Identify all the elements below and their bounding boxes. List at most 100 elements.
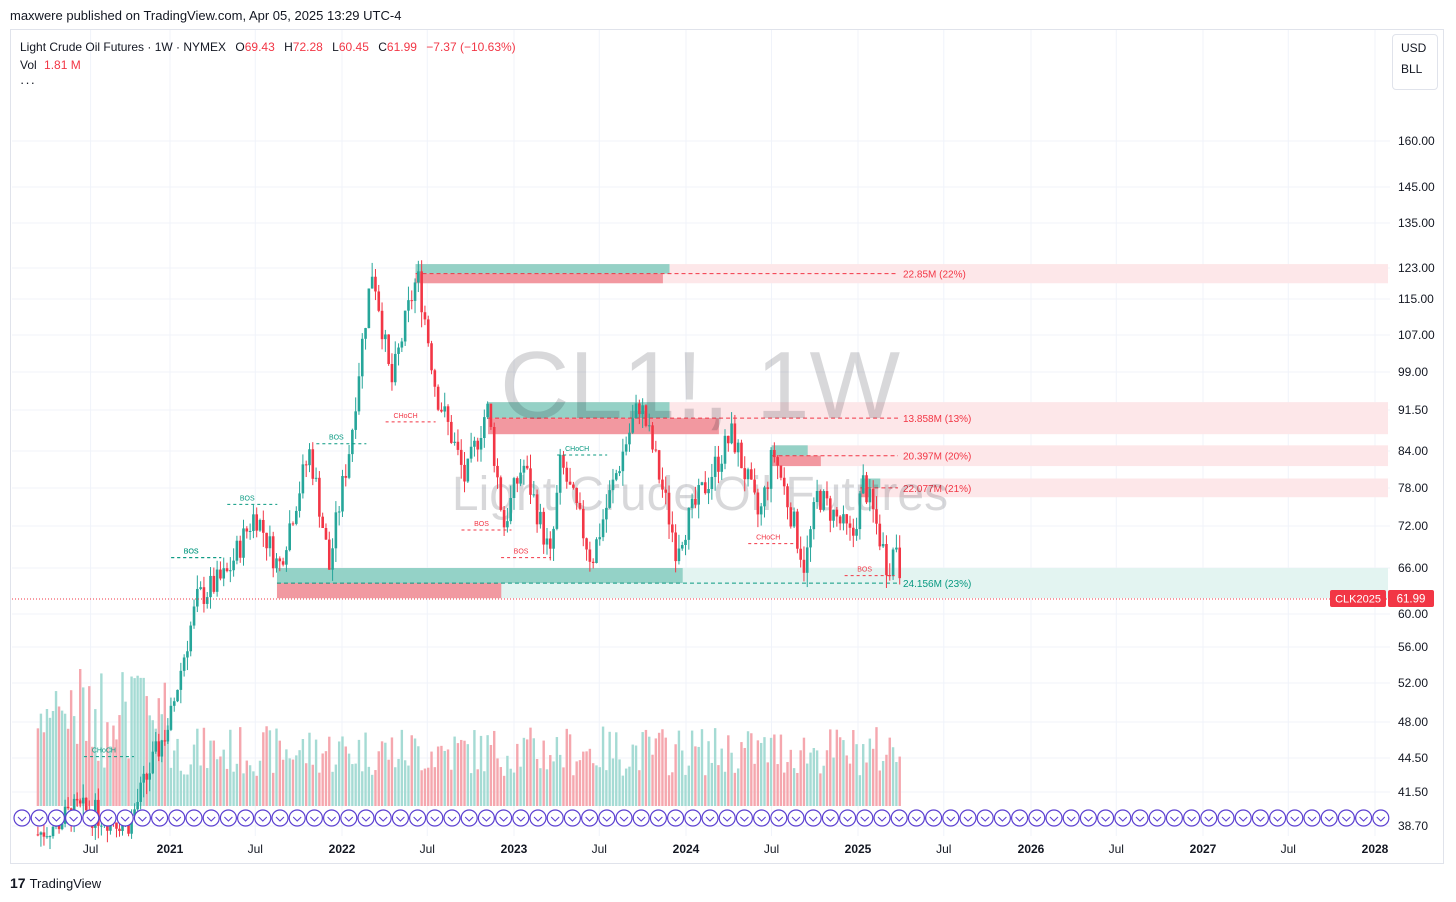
rollover-icon[interactable] bbox=[13, 809, 31, 827]
rollover-icon[interactable] bbox=[546, 809, 564, 827]
rollover-icon[interactable] bbox=[219, 809, 237, 827]
rollover-icon[interactable] bbox=[770, 809, 788, 827]
rollover-icon[interactable] bbox=[99, 809, 117, 827]
legend-vol-label[interactable]: Vol bbox=[20, 58, 37, 72]
rollover-icon[interactable] bbox=[1062, 809, 1080, 827]
rollover-icon[interactable] bbox=[580, 809, 599, 827]
rollover-icon[interactable] bbox=[1131, 809, 1149, 827]
footer-brand[interactable]: TradingView bbox=[29, 875, 102, 891]
rollover-icon[interactable] bbox=[1286, 809, 1304, 827]
rollover-icon[interactable] bbox=[890, 809, 908, 827]
rollover-icon[interactable] bbox=[254, 809, 272, 827]
rollover-icon[interactable] bbox=[1096, 809, 1115, 827]
volume-bar bbox=[717, 765, 720, 806]
rollover-icon[interactable] bbox=[1010, 809, 1029, 827]
candle-body bbox=[453, 441, 456, 443]
candles bbox=[36, 260, 902, 850]
rollover-icon[interactable] bbox=[30, 809, 48, 827]
rollover-icon[interactable] bbox=[82, 809, 100, 827]
rollover-icon[interactable] bbox=[443, 809, 461, 827]
rollover-icon[interactable] bbox=[821, 809, 840, 827]
rollover-icon[interactable] bbox=[202, 809, 220, 827]
rollover-icon[interactable] bbox=[495, 809, 513, 827]
rollover-icon[interactable] bbox=[1372, 809, 1390, 827]
rollover-icon[interactable] bbox=[924, 809, 943, 827]
rollover-icon[interactable] bbox=[1303, 809, 1321, 827]
rollover-icon[interactable] bbox=[942, 809, 960, 827]
volume-bar bbox=[397, 758, 400, 806]
volume-bar bbox=[895, 761, 898, 806]
currency-label[interactable]: USD bbox=[1401, 41, 1427, 55]
rollover-icon[interactable] bbox=[271, 809, 289, 827]
rollover-icon[interactable] bbox=[426, 809, 444, 827]
rollover-icon[interactable] bbox=[959, 809, 977, 827]
rollover-icon[interactable] bbox=[168, 809, 186, 827]
rollover-icon[interactable] bbox=[1045, 809, 1063, 827]
rollover-icon[interactable] bbox=[237, 809, 255, 827]
rollover-icon[interactable] bbox=[907, 809, 926, 827]
legend-more-icon[interactable]: ··· bbox=[20, 75, 36, 90]
rollover-icon-mark bbox=[946, 816, 956, 822]
rollover-icon[interactable] bbox=[391, 809, 409, 827]
rollover-icon[interactable] bbox=[804, 809, 822, 827]
rollover-icon[interactable] bbox=[512, 809, 530, 827]
rollover-icon[interactable] bbox=[529, 809, 547, 827]
rollover-icon[interactable] bbox=[1337, 809, 1356, 827]
rollover-icon[interactable] bbox=[1217, 809, 1235, 827]
rollover-icon[interactable] bbox=[563, 809, 582, 827]
rollover-icon[interactable] bbox=[1200, 809, 1218, 827]
rollover-icon[interactable] bbox=[1148, 809, 1166, 827]
rollover-icon[interactable] bbox=[684, 809, 702, 827]
rollover-icon[interactable] bbox=[460, 809, 478, 827]
rollover-icon[interactable] bbox=[288, 809, 306, 827]
volume-bar bbox=[337, 741, 341, 806]
legend-symbol[interactable]: Light Crude Oil Futures · 1W · NYMEX bbox=[20, 40, 227, 54]
rollover-icon[interactable] bbox=[856, 809, 874, 827]
rollover-icon[interactable] bbox=[340, 809, 358, 827]
rollover-icon[interactable] bbox=[598, 809, 616, 827]
unit-label[interactable]: BLL bbox=[1401, 62, 1423, 76]
rollover-icon[interactable] bbox=[666, 809, 685, 827]
rollover-icon[interactable] bbox=[409, 809, 427, 827]
rollover-icon[interactable] bbox=[477, 809, 495, 827]
rollover-icon[interactable] bbox=[151, 809, 169, 827]
rollover-icon[interactable] bbox=[976, 809, 994, 827]
rollover-icon[interactable] bbox=[1028, 809, 1046, 827]
rollover-icon[interactable] bbox=[1354, 809, 1373, 827]
rollover-icon[interactable] bbox=[64, 809, 83, 827]
rollover-icon[interactable] bbox=[1182, 809, 1201, 827]
rollover-icon[interactable] bbox=[185, 809, 203, 827]
rollover-icon[interactable] bbox=[1234, 809, 1252, 827]
tradingview-logo-icon[interactable]: 17 bbox=[10, 875, 26, 891]
candle-body bbox=[502, 509, 506, 528]
rollover-icon[interactable] bbox=[47, 809, 66, 827]
rollover-icon[interactable] bbox=[615, 809, 633, 827]
rollover-icon[interactable] bbox=[735, 809, 754, 827]
rollover-icon[interactable] bbox=[374, 809, 392, 827]
rollover-icon[interactable] bbox=[993, 809, 1012, 827]
rollover-icon[interactable] bbox=[752, 809, 771, 827]
rollover-icon[interactable] bbox=[133, 809, 151, 827]
rollover-icon[interactable] bbox=[838, 809, 857, 827]
rollover-icon[interactable] bbox=[305, 809, 323, 827]
rollover-icon[interactable] bbox=[1114, 809, 1132, 827]
rollover-icon[interactable] bbox=[357, 809, 375, 827]
rollover-icon[interactable] bbox=[1079, 809, 1098, 827]
rollover-icon[interactable] bbox=[632, 809, 650, 827]
rollover-icon[interactable] bbox=[323, 809, 341, 827]
currency-unit-box[interactable]: USD BLL bbox=[1392, 34, 1438, 90]
rollover-icon[interactable] bbox=[718, 809, 736, 827]
rollover-icon[interactable] bbox=[1165, 809, 1184, 827]
rollover-icon[interactable] bbox=[873, 809, 891, 827]
candle-body bbox=[436, 386, 440, 410]
rollover-icon[interactable] bbox=[1320, 809, 1338, 827]
rollover-icon[interactable] bbox=[1251, 809, 1270, 827]
rollover-icon[interactable] bbox=[649, 809, 668, 827]
rollover-icon[interactable] bbox=[701, 809, 719, 827]
zone-red-block bbox=[276, 583, 502, 599]
rollover-icon[interactable] bbox=[787, 809, 805, 827]
rollover-icon[interactable] bbox=[1268, 809, 1287, 827]
candle-body bbox=[825, 491, 829, 499]
rollover-icon[interactable] bbox=[116, 809, 134, 827]
